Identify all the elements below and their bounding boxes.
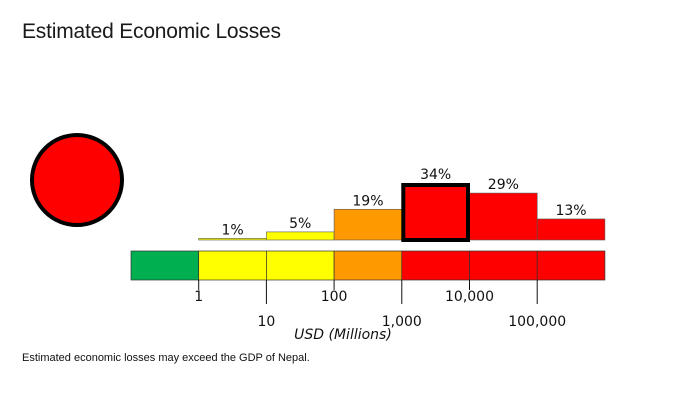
scale-segment [198,250,267,281]
bar-value-label: 13% [555,203,586,219]
bar-value-label: 1% [221,222,243,238]
tick-label: 1 [194,289,203,305]
tick-label: 100,000 [508,314,566,330]
bar-value-label: 5% [289,216,311,232]
tick-label: 1,000 [382,314,422,330]
bar [536,218,606,241]
bar-value-label: 29% [488,177,519,193]
bar [401,183,470,242]
tick-label: 10 [257,314,275,330]
scale-segment [536,250,606,281]
tick-label: 10,000 [445,289,494,305]
x-axis-label: USD (Millions) [294,327,392,343]
scale-segment [401,250,470,281]
alert-level-circle [30,133,124,227]
scale-segment [469,250,538,281]
bar-value-label: 19% [352,193,383,209]
bar [469,192,538,241]
footnote: Estimated economic losses may exceed the… [22,352,310,364]
bar [333,208,403,241]
chart-title: Estimated Economic Losses [22,20,281,43]
tick-label: 100 [321,289,348,305]
scale-segment [130,250,200,281]
bar [198,238,267,241]
scale-segment [266,250,335,281]
bar [266,231,335,241]
scale-segment [333,250,403,281]
bar-value-label: 34% [420,167,451,183]
